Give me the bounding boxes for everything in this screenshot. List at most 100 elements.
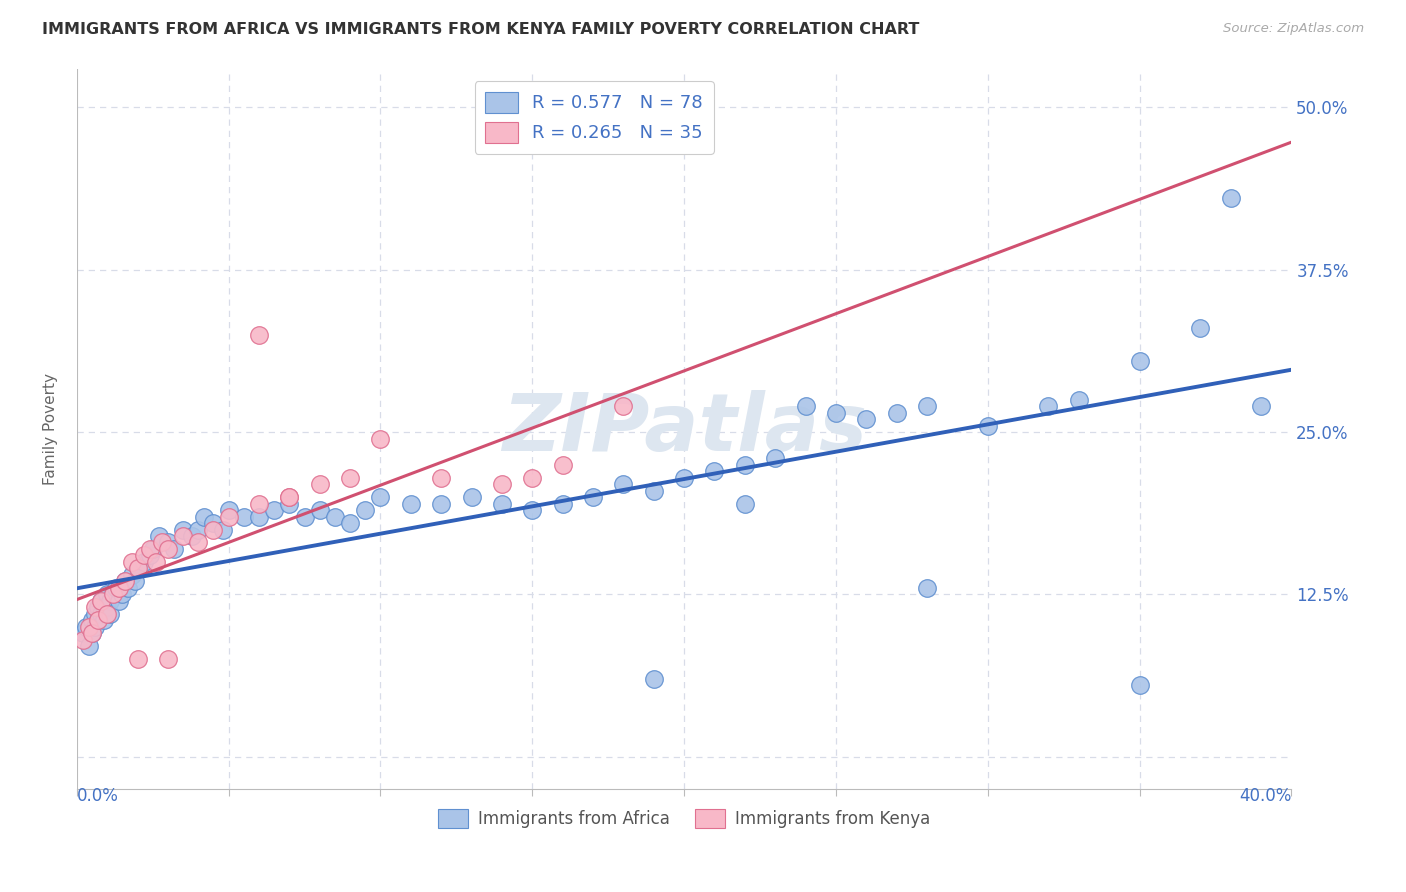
Point — [247, 327, 270, 342]
Point — [72, 632, 94, 647]
Point — [1038, 399, 1060, 413]
Point — [339, 516, 361, 530]
Point — [278, 490, 301, 504]
Point — [108, 594, 131, 608]
Point — [202, 523, 225, 537]
Point — [156, 652, 179, 666]
Point — [1128, 353, 1150, 368]
Point — [247, 509, 270, 524]
Point — [87, 600, 110, 615]
Point — [93, 600, 115, 615]
Point — [148, 529, 170, 543]
Point — [1189, 321, 1212, 335]
Point — [354, 503, 377, 517]
Point — [232, 509, 254, 524]
Point — [1067, 392, 1090, 407]
Point — [370, 432, 392, 446]
Point — [673, 470, 696, 484]
Point — [138, 541, 160, 556]
Point — [278, 497, 301, 511]
Point — [84, 600, 107, 615]
Text: ZIPatlas: ZIPatlas — [502, 390, 866, 468]
Point — [339, 470, 361, 484]
Point — [96, 587, 118, 601]
Point — [127, 561, 149, 575]
Point — [80, 626, 103, 640]
Point — [211, 523, 233, 537]
Point — [187, 523, 209, 537]
Point — [90, 594, 112, 608]
Y-axis label: Family Poverty: Family Poverty — [44, 373, 58, 485]
Point — [399, 497, 422, 511]
Point — [96, 600, 118, 615]
Point — [294, 509, 316, 524]
Point — [181, 529, 204, 543]
Point — [142, 541, 165, 556]
Point — [977, 418, 1000, 433]
Point — [491, 477, 513, 491]
Point — [187, 535, 209, 549]
Point — [87, 614, 110, 628]
Point — [103, 587, 125, 601]
Point — [163, 541, 186, 556]
Point — [734, 497, 756, 511]
Point — [703, 464, 725, 478]
Point — [121, 568, 143, 582]
Point — [825, 406, 848, 420]
Point — [522, 503, 544, 517]
Point — [105, 581, 128, 595]
Point — [84, 607, 107, 621]
Point — [93, 614, 115, 628]
Point — [132, 549, 155, 563]
Point — [886, 406, 908, 420]
Point — [90, 607, 112, 621]
Point — [80, 626, 103, 640]
Point — [77, 640, 100, 654]
Point — [218, 503, 240, 517]
Point — [114, 574, 136, 589]
Text: 0.0%: 0.0% — [77, 788, 118, 805]
Point — [263, 503, 285, 517]
Point — [1128, 678, 1150, 692]
Point — [202, 516, 225, 530]
Point — [98, 607, 121, 621]
Point — [172, 529, 194, 543]
Point — [138, 549, 160, 563]
Point — [323, 509, 346, 524]
Legend: Immigrants from Africa, Immigrants from Kenya: Immigrants from Africa, Immigrants from … — [432, 803, 936, 835]
Point — [308, 477, 330, 491]
Point — [430, 497, 453, 511]
Point — [193, 509, 215, 524]
Point — [145, 555, 167, 569]
Point — [156, 541, 179, 556]
Point — [763, 451, 786, 466]
Point — [172, 523, 194, 537]
Point — [460, 490, 482, 504]
Point — [582, 490, 605, 504]
Point — [491, 497, 513, 511]
Point — [108, 581, 131, 595]
Point — [522, 470, 544, 484]
Text: IMMIGRANTS FROM AFRICA VS IMMIGRANTS FROM KENYA FAMILY POVERTY CORRELATION CHART: IMMIGRANTS FROM AFRICA VS IMMIGRANTS FRO… — [42, 22, 920, 37]
Point — [794, 399, 817, 413]
Point — [150, 535, 173, 549]
Point — [72, 626, 94, 640]
Point — [551, 458, 574, 472]
Point — [734, 458, 756, 472]
Point — [75, 620, 97, 634]
Point — [612, 399, 634, 413]
Text: 40.0%: 40.0% — [1239, 788, 1291, 805]
Text: Source: ZipAtlas.com: Source: ZipAtlas.com — [1223, 22, 1364, 36]
Point — [430, 470, 453, 484]
Point — [127, 652, 149, 666]
Point — [96, 607, 118, 621]
Point — [84, 620, 107, 634]
Point — [1219, 191, 1241, 205]
Point — [370, 490, 392, 504]
Point — [643, 483, 665, 498]
Point — [127, 561, 149, 575]
Point — [915, 399, 938, 413]
Point — [98, 594, 121, 608]
Point — [117, 581, 139, 595]
Point — [218, 509, 240, 524]
